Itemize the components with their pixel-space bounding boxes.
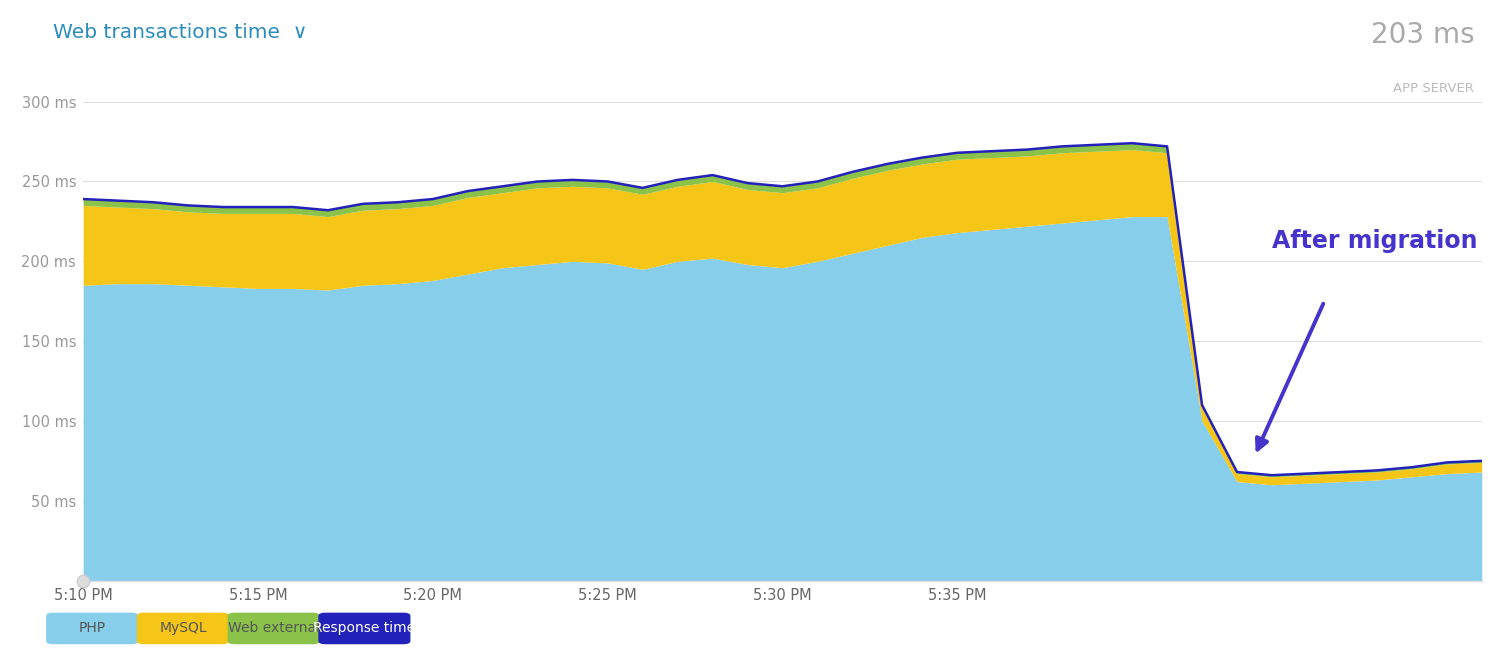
Text: Response time: Response time (313, 621, 416, 636)
Text: APP SERVER: APP SERVER (1394, 82, 1474, 95)
Text: After migration: After migration (1272, 230, 1477, 253)
Text: Web external: Web external (228, 621, 319, 636)
Text: MySQL: MySQL (159, 621, 207, 636)
Text: PHP: PHP (79, 621, 106, 636)
Text: 203 ms: 203 ms (1370, 21, 1474, 49)
Text: Web transactions time  ∨: Web transactions time ∨ (53, 23, 307, 42)
